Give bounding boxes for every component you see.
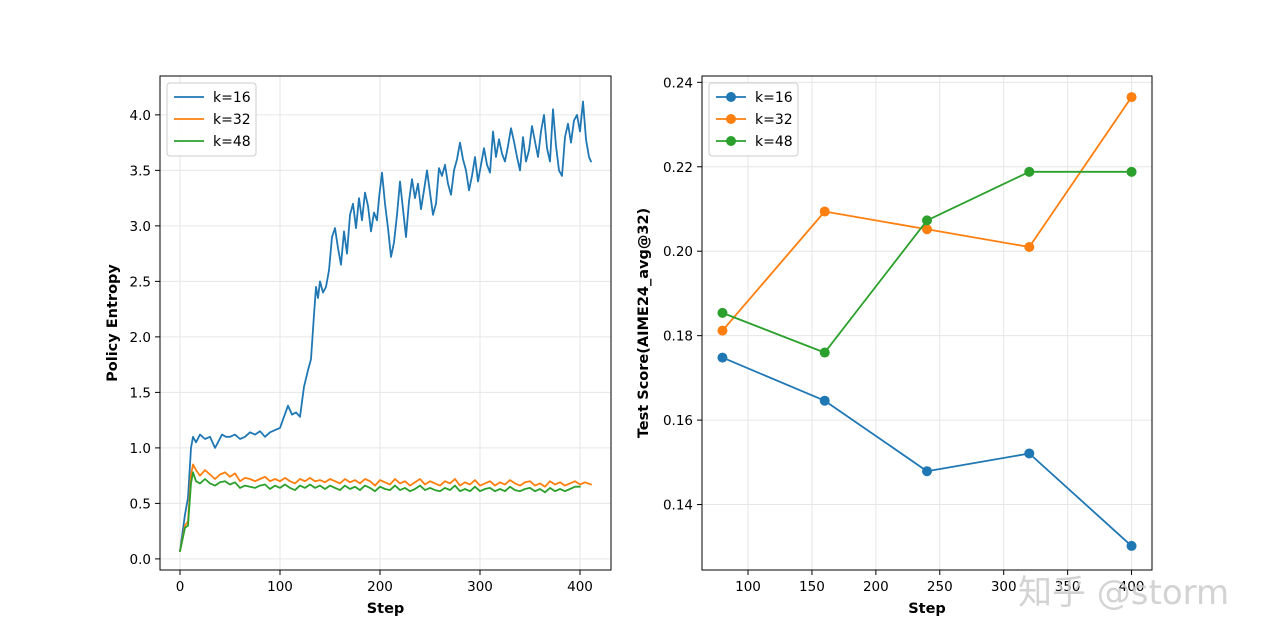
legend-marker-k-16	[726, 92, 736, 102]
series-line-k-48	[179, 471, 581, 552]
r-x-tick-label: 350	[1055, 579, 1081, 595]
l-y-tick-label: 2.0	[130, 330, 151, 346]
data-point-k-16	[922, 466, 932, 477]
r-x-tick-label: 200	[863, 579, 889, 595]
legend-label-k-16: k=16	[213, 90, 251, 106]
watermark-text: 知乎 @storm	[1018, 573, 1229, 613]
legend-marker-k-48	[726, 136, 736, 146]
legend-label-k-32: k=32	[755, 112, 793, 128]
r-x-tick-label: 100	[735, 579, 761, 595]
r-x-tick-label: 150	[799, 579, 825, 595]
data-point-k-48	[1024, 166, 1035, 177]
entropy-x-axis-label: Step	[367, 601, 405, 617]
data-point-k-32	[922, 224, 932, 235]
data-point-k-16	[717, 352, 728, 363]
test-score-chart: 100 150 200 250 300 350 400 0.14 0.16 0.18 0.20 0.2…	[636, 75, 1153, 617]
legend-box	[166, 82, 257, 157]
r-x-tick-label: 400	[1119, 579, 1145, 595]
l-x-tick-label: 300	[467, 579, 493, 595]
data-point-k-48	[1126, 166, 1137, 177]
l-y-tick-label: 1.0	[130, 441, 151, 457]
r-y-tick-label: 0.22	[663, 160, 693, 176]
score-series-lines	[717, 92, 1137, 551]
entropy-chart: 0 100 200 300 400 0.0 0.5 1.0 1.5 2.0 2.5 3.0 3.5 4.0…	[105, 75, 612, 617]
entropy-grid	[160, 76, 611, 570]
data-point-k-48	[819, 347, 830, 358]
r-y-tick-label: 0.18	[663, 329, 693, 345]
r-y-tick-label: 0.24	[663, 75, 693, 91]
l-x-tick-label: 200	[367, 579, 393, 595]
l-y-tick-label: 2.5	[130, 274, 151, 290]
legend-label-k-32: k=32	[213, 112, 251, 128]
legend-marker-k-32	[726, 114, 736, 124]
data-point-k-32	[717, 325, 728, 336]
data-point-k-32	[819, 206, 830, 217]
data-point-k-16	[819, 395, 830, 406]
score-grid	[702, 76, 1152, 570]
entropy-plot-frame	[159, 75, 612, 571]
l-y-tick-label: 3.0	[130, 219, 151, 235]
legend-label-k-16: k=16	[755, 90, 793, 106]
score-x-axis-label: Step	[908, 601, 946, 617]
series-line-k-32	[179, 463, 592, 552]
l-y-tick-label: 1.5	[130, 385, 151, 401]
series-line-k-16	[721, 356, 1133, 547]
l-x-tick-label: 400	[567, 579, 593, 595]
data-point-k-48	[922, 215, 932, 226]
score-y-axis-label: Test Score(AIME24_avg@32)	[636, 208, 652, 438]
data-point-k-32	[1024, 242, 1035, 252]
data-point-k-16	[1024, 448, 1035, 459]
legend-label-k-48: k=48	[755, 134, 793, 150]
data-point-k-32	[1126, 92, 1137, 103]
r-x-tick-label: 300	[991, 579, 1017, 595]
score-legend: k=16 k=32 k=48	[708, 82, 799, 157]
r-y-tick-label: 0.16	[663, 413, 693, 429]
entropy-series-lines	[179, 100, 592, 552]
legend-label-k-48: k=48	[213, 134, 251, 150]
score-plot-frame	[701, 75, 1153, 571]
l-y-tick-label: 3.5	[130, 163, 151, 179]
r-y-tick-label: 0.20	[663, 244, 693, 260]
l-y-tick-label: 0.0	[130, 552, 151, 568]
l-x-tick-label: 100	[267, 579, 293, 595]
score-ticks: 100 150 200 250 300 350 400 0.14 0.16 0.18 0.20 0.2…	[663, 75, 1144, 595]
r-x-tick-label: 250	[927, 579, 953, 595]
data-point-k-16	[1126, 540, 1137, 551]
l-y-tick-label: 4.0	[130, 108, 151, 124]
data-point-k-48	[717, 307, 728, 318]
entropy-ticks: 0 100 200 300 400 0.0 0.5 1.0 1.5 2.0 2.5 3.0 3.5 4.0	[130, 108, 593, 595]
entropy-legend: k=16 k=32 k=48	[166, 82, 257, 157]
l-x-tick-label: 0	[176, 579, 185, 595]
l-y-tick-label: 0.5	[130, 496, 151, 512]
series-line-k-16	[179, 100, 592, 552]
series-line-k-48	[721, 170, 1133, 354]
r-y-tick-label: 0.14	[663, 498, 693, 514]
entropy-y-axis-label: Policy Entropy	[105, 264, 121, 382]
